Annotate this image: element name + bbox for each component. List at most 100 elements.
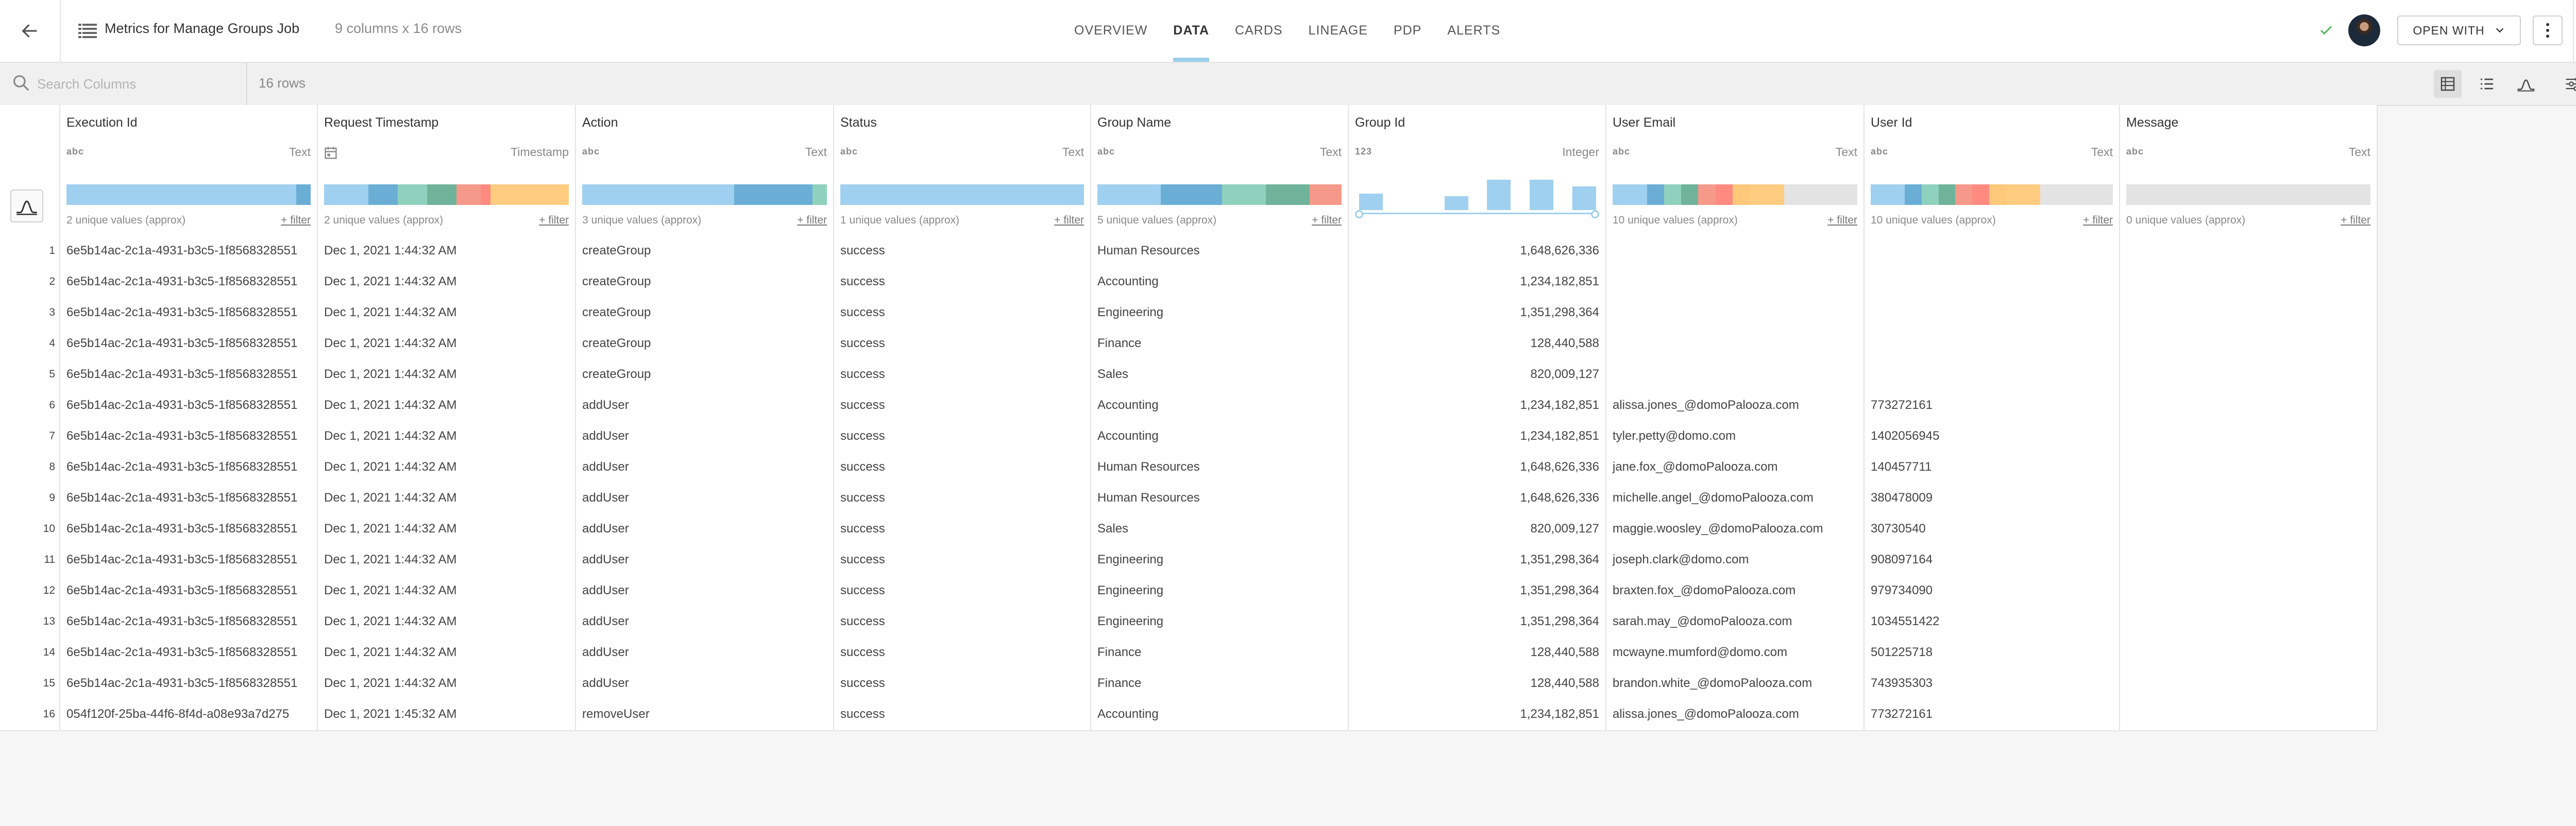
table-cell[interactable]: 1402056945	[1865, 421, 2120, 452]
table-cell[interactable]: 6e5b14ac-2c1a-4931-b3c5-1f8568328551	[60, 668, 318, 699]
table-cell[interactable]: 743935303	[1865, 668, 2120, 699]
table-cell[interactable]: createGroup	[576, 267, 834, 298]
table-cell[interactable]: Dec 1, 2021 1:44:32 AM	[318, 421, 576, 452]
table-cell[interactable]	[1865, 329, 2120, 359]
table-cell[interactable]	[2120, 329, 2378, 359]
column-header[interactable]: Message abc Text 0 unique values (approx) + …	[2120, 105, 2378, 236]
table-cell[interactable]: Dec 1, 2021 1:44:32 AM	[318, 668, 576, 699]
column-name[interactable]: Request Timestamp	[324, 115, 439, 130]
table-cell[interactable]: success	[834, 607, 1091, 638]
table-cell[interactable]	[2120, 421, 2378, 452]
table-cell[interactable]: Accounting	[1091, 421, 1349, 452]
table-cell[interactable]: 501225718	[1865, 638, 2120, 668]
table-cell[interactable]: success	[834, 359, 1091, 390]
table-cell[interactable]: Accounting	[1091, 390, 1349, 421]
table-cell[interactable]: 820,009,127	[1349, 514, 1606, 545]
add-filter-link[interactable]: + filter	[2083, 214, 2113, 226]
table-cell[interactable]: 128,440,588	[1349, 638, 1606, 668]
table-cell[interactable]: jane.fox_@domoPalooza.com	[1606, 452, 1865, 483]
table-cell[interactable]	[1606, 298, 1865, 329]
add-filter-link[interactable]: + filter	[1312, 214, 1342, 226]
table-cell[interactable]	[2120, 576, 2378, 607]
add-filter-link[interactable]: + filter	[1054, 214, 1084, 226]
table-cell[interactable]	[1606, 236, 1865, 267]
table-cell[interactable]: 054f120f-25ba-44f6-8f4d-a08e93a7d275	[60, 699, 318, 730]
column-profile-toggle[interactable]	[10, 190, 43, 222]
column-name[interactable]: Action	[582, 115, 618, 130]
table-cell[interactable]: Dec 1, 2021 1:44:32 AM	[318, 359, 576, 390]
back-button[interactable]	[0, 0, 61, 62]
table-cell[interactable]: success	[834, 576, 1091, 607]
column-header[interactable]: User Id abc Text 10 unique values (approx) +…	[1865, 105, 2120, 236]
table-cell[interactable]: 128,440,588	[1349, 329, 1606, 359]
value-distribution-bar[interactable]	[1613, 184, 1857, 205]
table-cell[interactable]: addUser	[576, 390, 834, 421]
table-cell[interactable]: Dec 1, 2021 1:44:32 AM	[318, 514, 576, 545]
table-cell[interactable]: Human Resources	[1091, 236, 1349, 267]
table-cell[interactable]: maggie.woosley_@domoPalooza.com	[1606, 514, 1865, 545]
column-name[interactable]: Message	[2126, 115, 2179, 130]
table-cell[interactable]: success	[834, 545, 1091, 576]
table-cell[interactable]: success	[834, 236, 1091, 267]
range-handle-left[interactable]	[1355, 210, 1363, 218]
table-cell[interactable]: Human Resources	[1091, 452, 1349, 483]
profile-view-button[interactable]	[2512, 70, 2540, 98]
table-cell[interactable]: 6e5b14ac-2c1a-4931-b3c5-1f8568328551	[60, 267, 318, 298]
table-cell[interactable]: 1034551422	[1865, 607, 2120, 638]
column-name[interactable]: Status	[840, 115, 877, 130]
add-filter-link[interactable]: + filter	[797, 214, 827, 226]
histogram[interactable]	[1355, 174, 1599, 218]
table-cell[interactable]: joseph.clark@domo.com	[1606, 545, 1865, 576]
table-cell[interactable]: success	[834, 668, 1091, 699]
table-cell[interactable]: 6e5b14ac-2c1a-4931-b3c5-1f8568328551	[60, 483, 318, 514]
table-cell[interactable]: 820,009,127	[1349, 359, 1606, 390]
table-cell[interactable]: Engineering	[1091, 576, 1349, 607]
table-cell[interactable]: 30730540	[1865, 514, 2120, 545]
add-filter-link[interactable]: + filter	[1827, 214, 1857, 226]
column-header[interactable]: Action abc Text 3 unique values (approx) + f…	[576, 105, 834, 236]
table-cell[interactable]: alissa.jones_@domoPalooza.com	[1606, 699, 1865, 730]
table-cell[interactable]: success	[834, 329, 1091, 359]
table-cell[interactable]: Finance	[1091, 638, 1349, 668]
table-cell[interactable]: Accounting	[1091, 267, 1349, 298]
value-distribution-bar[interactable]	[1097, 184, 1342, 205]
table-cell[interactable]: success	[834, 421, 1091, 452]
table-cell[interactable]: addUser	[576, 545, 834, 576]
table-cell[interactable]: Dec 1, 2021 1:44:32 AM	[318, 638, 576, 668]
table-cell[interactable]: Dec 1, 2021 1:44:32 AM	[318, 576, 576, 607]
table-cell[interactable]: Dec 1, 2021 1:44:32 AM	[318, 607, 576, 638]
table-cell[interactable]: 6e5b14ac-2c1a-4931-b3c5-1f8568328551	[60, 329, 318, 359]
table-cell[interactable]: 1,234,182,851	[1349, 267, 1606, 298]
table-cell[interactable]: 1,648,626,336	[1349, 483, 1606, 514]
table-cell[interactable]: Dec 1, 2021 1:44:32 AM	[318, 236, 576, 267]
tab-pdp[interactable]: PDP	[1393, 23, 1422, 38]
table-cell[interactable]: Engineering	[1091, 298, 1349, 329]
table-cell[interactable]: 1,351,298,364	[1349, 545, 1606, 576]
column-header[interactable]: Group Id 123 Integer	[1349, 105, 1606, 236]
add-filter-link[interactable]: + filter	[539, 214, 569, 226]
table-cell[interactable]	[2120, 607, 2378, 638]
table-cell[interactable]: mcwayne.mumford@domo.com	[1606, 638, 1865, 668]
tab-overview[interactable]: OVERVIEW	[1074, 23, 1148, 38]
table-cell[interactable]: 6e5b14ac-2c1a-4931-b3c5-1f8568328551	[60, 359, 318, 390]
table-cell[interactable]: Dec 1, 2021 1:44:32 AM	[318, 483, 576, 514]
table-cell[interactable]	[1865, 267, 2120, 298]
table-cell[interactable]: 1,351,298,364	[1349, 607, 1606, 638]
table-cell[interactable]: Finance	[1091, 668, 1349, 699]
table-cell[interactable]: Accounting	[1091, 699, 1349, 730]
table-cell[interactable]	[2120, 699, 2378, 730]
table-cell[interactable]: Dec 1, 2021 1:45:32 AM	[318, 699, 576, 730]
table-cell[interactable]: 6e5b14ac-2c1a-4931-b3c5-1f8568328551	[60, 390, 318, 421]
column-header[interactable]: Group Name abc Text 5 unique values (approx…	[1091, 105, 1349, 236]
table-cell[interactable]: Dec 1, 2021 1:44:32 AM	[318, 545, 576, 576]
table-cell[interactable]	[2120, 638, 2378, 668]
dataset-title[interactable]: Metrics for Manage Groups Job	[105, 21, 300, 36]
value-distribution-bar[interactable]	[1871, 184, 2113, 205]
table-cell[interactable]: 6e5b14ac-2c1a-4931-b3c5-1f8568328551	[60, 298, 318, 329]
table-cell[interactable]: addUser	[576, 514, 834, 545]
column-name[interactable]: Group Id	[1355, 115, 1405, 130]
table-cell[interactable]: alissa.jones_@domoPalooza.com	[1606, 390, 1865, 421]
table-cell[interactable]	[1606, 267, 1865, 298]
table-cell[interactable]	[2120, 668, 2378, 699]
value-distribution-bar[interactable]	[2126, 184, 2370, 205]
